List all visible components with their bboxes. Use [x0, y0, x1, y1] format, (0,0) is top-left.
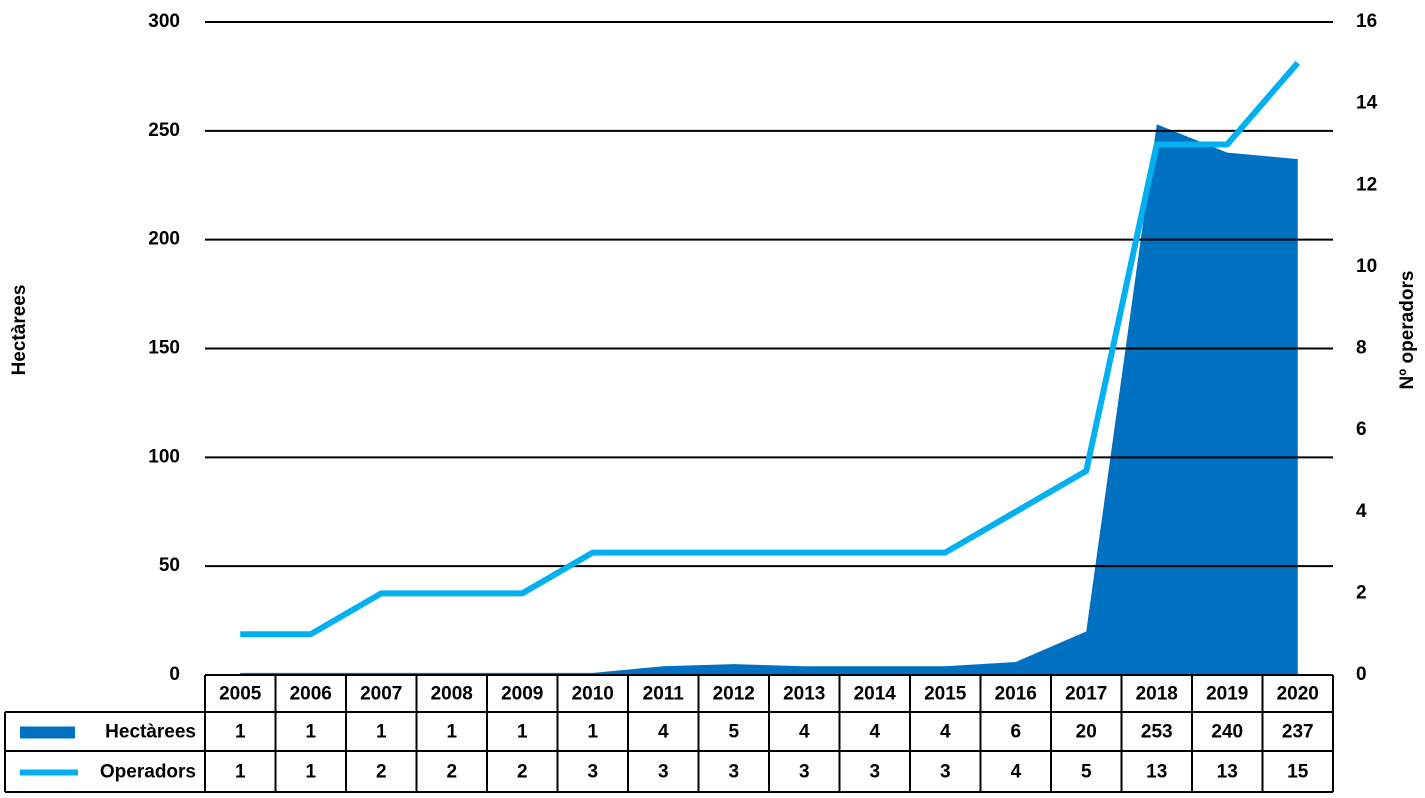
x-tick-label: 2020	[1277, 684, 1319, 705]
y2-tick-label: 6	[1356, 419, 1367, 440]
y-tick-label: 50	[159, 555, 180, 576]
data-label: 5	[728, 722, 739, 743]
data-label: 4	[799, 722, 810, 743]
line	[240, 60, 1301, 638]
legend-label: Operadors	[100, 762, 196, 783]
y2-tick-label: 16	[1356, 11, 1377, 32]
y-tick-label: 300	[148, 11, 180, 32]
data-label: 13	[1217, 762, 1238, 783]
data-label: 1	[587, 722, 598, 743]
legend-swatch	[20, 726, 75, 739]
data-label: 5	[1081, 762, 1092, 783]
data-label: 1	[235, 722, 246, 743]
data-label: 253	[1141, 722, 1173, 743]
y2-tick-label: 2	[1356, 582, 1367, 603]
y2-tick-label: 8	[1356, 338, 1367, 359]
x-tick-label: 2019	[1206, 684, 1248, 705]
data-label: 15	[1287, 762, 1309, 783]
data-label: 240	[1211, 722, 1243, 743]
data-label: 1	[235, 762, 246, 783]
y-tick-label: 100	[148, 446, 180, 467]
y-axis-title: Hectàrees	[9, 285, 30, 376]
y2-axis-title: Nº operadors	[1397, 271, 1418, 390]
data-label: 3	[869, 762, 880, 783]
data-label: 1	[446, 722, 457, 743]
x-tick-label: 2008	[431, 684, 473, 705]
y2-tick-label: 10	[1356, 256, 1377, 277]
data-label: 2	[517, 762, 528, 783]
data-label: 237	[1282, 722, 1314, 743]
y2-tick-label: 4	[1356, 501, 1367, 522]
legend-label: Hectàrees	[105, 722, 196, 743]
x-tick-label: 2012	[713, 684, 755, 705]
x-tick-label: 2010	[572, 684, 614, 705]
data-label: 3	[799, 762, 810, 783]
data-label: 4	[1010, 762, 1021, 783]
y2-tick-label: 0	[1356, 664, 1367, 685]
data-label: 4	[869, 722, 880, 743]
x-tick-label: 2009	[501, 684, 543, 705]
data-label: 1	[305, 762, 316, 783]
data-label: 2	[446, 762, 457, 783]
data-label: 1	[517, 722, 528, 743]
data-label: 13	[1146, 762, 1167, 783]
y2-tick-label: 14	[1356, 93, 1378, 114]
y2-tick-label: 12	[1356, 174, 1377, 195]
data-label: 20	[1076, 722, 1097, 743]
data-label: 2	[376, 762, 387, 783]
x-tick-label: 2015	[924, 684, 967, 705]
x-tick-label: 2014	[854, 684, 897, 705]
area	[240, 124, 1298, 675]
data-label: 4	[658, 722, 669, 743]
data-label: 4	[940, 722, 951, 743]
x-tick-label: 2007	[360, 684, 402, 705]
x-tick-label: 2016	[995, 684, 1037, 705]
x-tick-label: 2013	[783, 684, 825, 705]
data-label: 3	[728, 762, 739, 783]
data-label: 3	[658, 762, 669, 783]
x-tick-label: 2006	[290, 684, 332, 705]
data-label: 1	[305, 722, 316, 743]
data-label: 1	[376, 722, 387, 743]
y-tick-label: 0	[169, 664, 180, 685]
x-tick-label: 2005	[219, 684, 262, 705]
x-tick-label: 2011	[643, 684, 685, 705]
data-label: 3	[587, 762, 598, 783]
y-tick-label: 250	[148, 120, 180, 141]
x-tick-label: 2018	[1136, 684, 1178, 705]
y-tick-label: 200	[148, 229, 180, 250]
data-label: 3	[940, 762, 951, 783]
y-tick-label: 150	[148, 338, 180, 359]
data-label: 6	[1010, 722, 1021, 743]
x-tick-label: 2017	[1065, 684, 1107, 705]
